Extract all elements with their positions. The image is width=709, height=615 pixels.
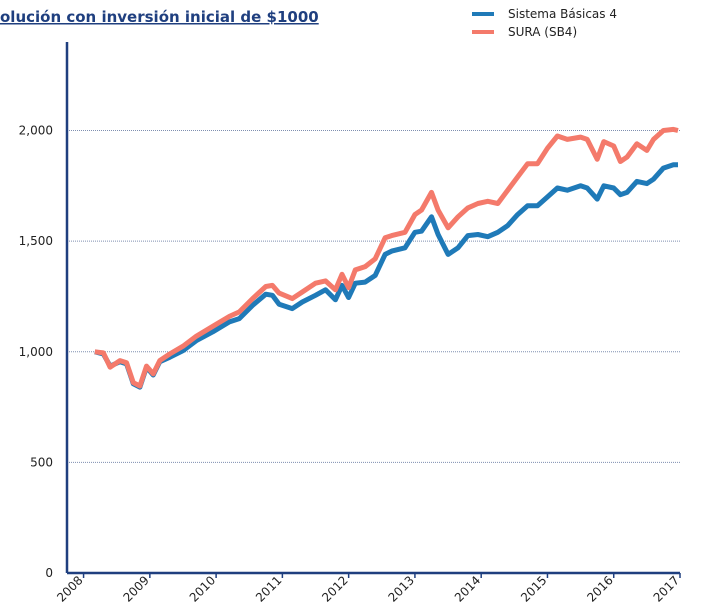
x-tick-label: 2012 xyxy=(319,573,350,604)
x-tick-label: 2015 xyxy=(518,573,549,604)
y-tick-label: 500 xyxy=(30,455,53,469)
x-tick-label: 2009 xyxy=(120,573,151,604)
y-tick-label: 1,000 xyxy=(19,345,53,359)
x-tick-label: 2011 xyxy=(253,573,284,604)
legend-label: Sistema Básicas 4 xyxy=(508,7,617,21)
line-series xyxy=(94,126,679,389)
chart-title: olución con inversión inicial de $1000 xyxy=(0,8,319,26)
y-tick-label: 0 xyxy=(45,566,53,580)
x-tick-label: 2016 xyxy=(584,573,615,604)
x-tick-label: 2013 xyxy=(386,573,417,604)
y-tick-label: 2,000 xyxy=(19,124,53,138)
x-tick-label: 2017 xyxy=(651,573,682,604)
line-series xyxy=(94,162,678,390)
legend-label: SURA (SB4) xyxy=(508,25,577,39)
x-tick-label: 2010 xyxy=(187,573,218,604)
x-tick-label: 2014 xyxy=(452,573,483,604)
y-tick-label: 1,500 xyxy=(19,234,53,248)
x-tick-label: 2008 xyxy=(54,573,85,604)
